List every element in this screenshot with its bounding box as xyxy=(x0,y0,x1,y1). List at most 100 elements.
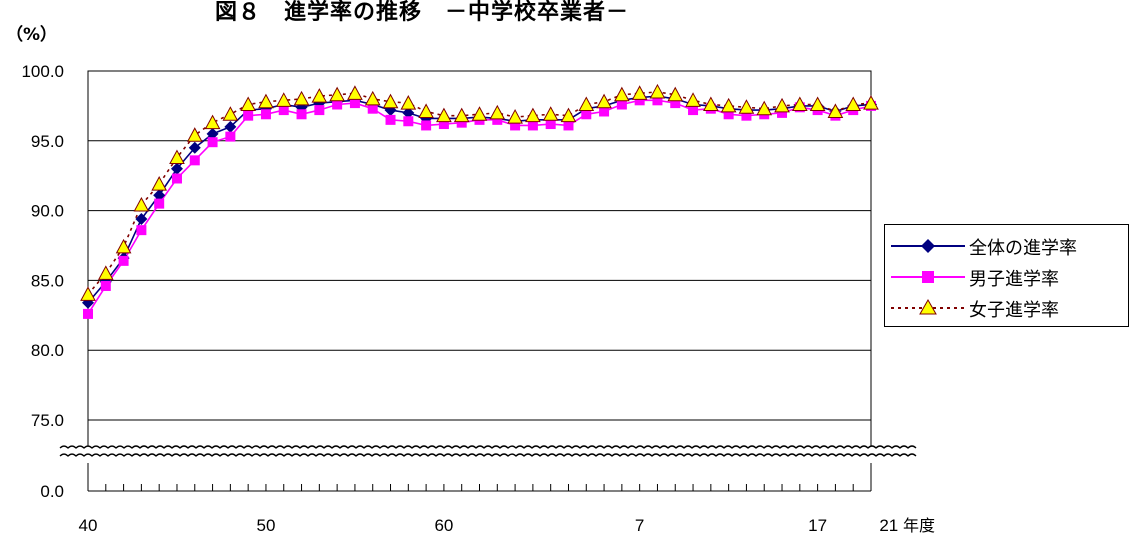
y-tick-label: 90.0 xyxy=(31,202,64,221)
data-point-female xyxy=(133,196,150,212)
data-point-female xyxy=(436,107,452,123)
data-point-male xyxy=(278,105,289,116)
data-point-male xyxy=(581,109,592,120)
data-point-female xyxy=(311,88,328,103)
data-point-male xyxy=(563,120,574,131)
data-point-male xyxy=(616,99,627,110)
data-point-male xyxy=(314,105,325,116)
chart-title: 図８ 進学率の推移 －中学校卒業者－ xyxy=(215,0,630,25)
data-point-female xyxy=(186,127,203,142)
data-point-male xyxy=(510,120,521,131)
data-point-female xyxy=(649,83,666,99)
data-point-male xyxy=(670,98,681,109)
data-point-female xyxy=(293,90,310,106)
legend-item-total: 全体の進学率 xyxy=(885,231,1129,261)
data-point-male xyxy=(634,95,645,106)
data-point-female xyxy=(347,85,363,100)
data-point-total xyxy=(402,106,415,119)
data-point-male xyxy=(296,109,307,120)
x-tick-label: 7 xyxy=(635,516,644,533)
legend-item-male: 男子進学率 xyxy=(885,262,1129,292)
y-tick-label: 100.0 xyxy=(21,62,64,81)
data-point-female xyxy=(738,99,755,114)
data-point-female xyxy=(222,106,239,121)
y-axis-unit-label: （%） xyxy=(6,25,58,45)
data-point-female xyxy=(80,286,96,301)
data-point-male xyxy=(492,114,503,125)
data-point-male xyxy=(545,119,556,130)
data-point-male xyxy=(260,109,271,120)
data-point-total xyxy=(135,212,148,225)
data-point-male xyxy=(83,308,93,319)
data-point-female xyxy=(258,93,274,109)
data-point-female xyxy=(631,85,648,100)
triangle-marker-icon xyxy=(919,298,937,315)
data-point-male xyxy=(349,98,360,109)
data-point-female xyxy=(471,106,488,121)
data-point-male xyxy=(243,110,254,121)
data-point-male xyxy=(154,198,165,209)
data-point-female xyxy=(275,92,292,107)
chart-legend: 全体の進学率 男子進学率 女子進学率 xyxy=(884,224,1129,327)
data-point-female xyxy=(115,238,132,254)
data-point-female xyxy=(453,107,470,123)
data-point-female xyxy=(418,103,434,118)
legend-label-total: 全体の進学率 xyxy=(969,238,1077,259)
x-tick-label: 50 xyxy=(256,516,275,533)
data-point-female xyxy=(525,107,541,123)
data-point-female xyxy=(756,100,773,116)
data-point-male xyxy=(403,116,414,127)
data-point-female xyxy=(827,103,844,118)
data-point-female xyxy=(151,176,168,191)
data-point-female xyxy=(685,92,701,107)
x-axis-unit-label: 年度 xyxy=(903,516,936,535)
data-point-female xyxy=(364,90,381,106)
data-point-male xyxy=(599,106,610,117)
data-point-male xyxy=(189,155,200,166)
data-point-female xyxy=(774,97,790,113)
data-point-female xyxy=(667,86,684,102)
legend-label-male: 男子進学率 xyxy=(969,269,1059,290)
y-tick-label: 0.0 xyxy=(40,482,64,501)
y-tick-label: 80.0 xyxy=(31,341,64,360)
series-line-0 xyxy=(87,95,872,304)
data-point-female xyxy=(703,96,719,112)
data-point-female xyxy=(596,93,612,109)
data-point-male xyxy=(527,120,538,131)
x-tick-label: 60 xyxy=(434,516,453,533)
data-point-female xyxy=(382,93,399,109)
data-point-female xyxy=(614,86,630,102)
y-tick-label: 75.0 xyxy=(31,411,64,430)
data-point-female xyxy=(791,96,808,112)
data-point-male xyxy=(332,99,343,110)
data-point-female xyxy=(845,96,862,112)
data-point-male xyxy=(438,119,449,130)
data-point-female xyxy=(507,109,523,124)
data-point-female xyxy=(329,86,345,102)
data-point-male xyxy=(777,107,788,118)
data-point-female xyxy=(169,149,185,165)
square-marker-icon xyxy=(922,271,934,283)
y-tick-label: 95.0 xyxy=(31,132,64,151)
data-point-total xyxy=(170,162,183,175)
data-point-female xyxy=(809,96,826,112)
y-tick-label: 85.0 xyxy=(31,271,64,290)
data-point-total xyxy=(206,127,219,140)
data-point-female xyxy=(97,265,114,280)
data-point-total xyxy=(153,189,166,202)
series-line-1 xyxy=(87,99,872,315)
data-point-male xyxy=(207,137,218,148)
data-point-male xyxy=(171,173,182,184)
data-point-female xyxy=(560,107,577,123)
data-point-male xyxy=(367,103,378,114)
data-point-total xyxy=(224,120,237,133)
data-point-female xyxy=(204,114,221,130)
data-point-female xyxy=(720,97,737,113)
data-point-male xyxy=(652,95,663,106)
data-point-female xyxy=(578,96,595,112)
data-point-total xyxy=(188,141,201,154)
data-point-female xyxy=(400,95,417,110)
legend-item-female: 女子進学率 xyxy=(885,293,1129,323)
data-point-male xyxy=(688,105,699,116)
